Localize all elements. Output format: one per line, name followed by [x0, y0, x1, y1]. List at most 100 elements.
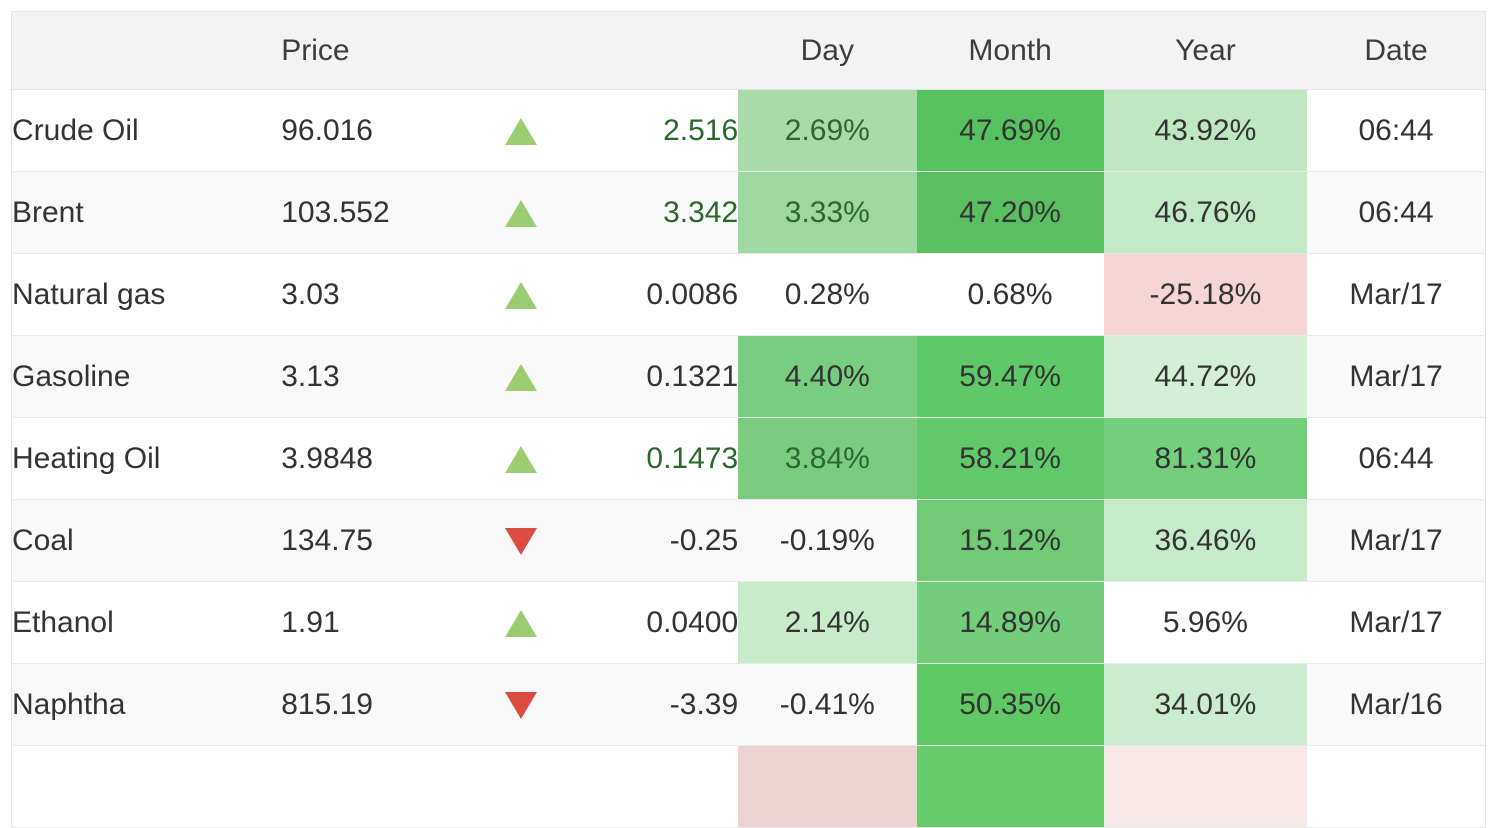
change-cell: 3.342	[570, 171, 739, 254]
arrow-cell	[471, 335, 571, 418]
col-header-change	[570, 11, 739, 90]
arrow-cell	[471, 89, 571, 172]
change-cell: 0.0400	[570, 581, 739, 664]
change-cell	[570, 745, 739, 828]
commodity-name-cell[interactable]: Gasoline	[11, 335, 282, 418]
day-change-cell: 2.69%	[738, 89, 917, 172]
day-change-cell: 3.84%	[738, 417, 917, 500]
table-row[interactable]: Ethanol 1.91 0.0400 2.14% 14.89% 5.96% M…	[11, 581, 1487, 664]
day-change-cell: -0.41%	[738, 663, 917, 746]
arrow-cell	[471, 581, 571, 664]
col-header-name	[11, 11, 282, 90]
table-header: Price Day Month Year Date	[11, 11, 1487, 90]
direction-arrow-icon	[504, 610, 537, 638]
change-cell: 2.516	[570, 89, 739, 172]
price-cell: 815.19	[281, 663, 472, 746]
table-row[interactable]: Coal 134.75 -0.25 -0.19% 15.12% 36.46% M…	[11, 499, 1487, 582]
date-cell: Mar/17	[1307, 499, 1487, 582]
direction-arrow-icon	[504, 692, 537, 720]
date-cell: 06:44	[1307, 417, 1487, 500]
change-cell: 0.1321	[570, 335, 739, 418]
commodities-table: Price Day Month Year Date Crude Oil 96.0…	[11, 11, 1487, 828]
year-change-cell: 43.92%	[1103, 89, 1308, 172]
commodity-name-cell[interactable]	[11, 745, 282, 828]
change-cell: -3.39	[570, 663, 739, 746]
table-row[interactable]	[11, 745, 1487, 828]
arrow-cell	[471, 171, 571, 254]
commodity-name-cell[interactable]: Crude Oil	[11, 89, 282, 172]
col-header-day: Day	[738, 11, 917, 90]
day-change-cell	[738, 745, 917, 828]
year-change-cell	[1103, 745, 1308, 828]
direction-arrow-icon	[504, 282, 537, 310]
commodity-name-cell[interactable]: Brent	[11, 171, 282, 254]
col-header-year: Year	[1103, 11, 1308, 90]
price-cell: 3.03	[281, 253, 472, 336]
year-change-cell: 81.31%	[1103, 417, 1308, 500]
col-header-price: Price	[281, 11, 472, 90]
change-cell: -0.25	[570, 499, 739, 582]
arrow-cell	[471, 745, 571, 828]
day-change-cell: 4.40%	[738, 335, 917, 418]
year-change-cell: 36.46%	[1103, 499, 1308, 582]
direction-arrow-icon	[504, 118, 537, 146]
arrow-cell	[471, 417, 571, 500]
day-change-cell: 0.28%	[738, 253, 917, 336]
year-change-cell: 34.01%	[1103, 663, 1308, 746]
direction-arrow-icon	[504, 528, 537, 556]
commodities-tbody: Crude Oil 96.016 2.516 2.69% 47.69% 43.9…	[11, 89, 1487, 828]
table-row[interactable]: Natural gas 3.03 0.0086 0.28% 0.68% -25.…	[11, 253, 1487, 336]
direction-arrow-icon	[504, 200, 537, 228]
commodity-name-cell[interactable]: Coal	[11, 499, 282, 582]
table-row[interactable]: Heating Oil 3.9848 0.1473 3.84% 58.21% 8…	[11, 417, 1487, 500]
table-row[interactable]: Brent 103.552 3.342 3.33% 47.20% 46.76% …	[11, 171, 1487, 254]
header-row: Price Day Month Year Date	[11, 11, 1487, 90]
date-cell: Mar/17	[1307, 253, 1487, 336]
day-change-cell: 2.14%	[738, 581, 917, 664]
commodity-name-cell[interactable]: Natural gas	[11, 253, 282, 336]
col-header-arrow	[471, 11, 571, 90]
change-cell: 0.1473	[570, 417, 739, 500]
year-change-cell: 46.76%	[1103, 171, 1308, 254]
arrow-cell	[471, 499, 571, 582]
commodities-table-container: Price Day Month Year Date Crude Oil 96.0…	[11, 11, 1487, 828]
price-cell: 1.91	[281, 581, 472, 664]
commodity-name-cell[interactable]: Ethanol	[11, 581, 282, 664]
direction-arrow-icon	[504, 446, 537, 474]
date-cell	[1307, 745, 1487, 828]
price-cell	[281, 745, 472, 828]
commodity-name-cell[interactable]: Heating Oil	[11, 417, 282, 500]
col-header-date: Date	[1307, 11, 1487, 90]
month-change-cell: 0.68%	[916, 253, 1104, 336]
price-cell: 96.016	[281, 89, 472, 172]
price-cell: 103.552	[281, 171, 472, 254]
price-cell: 3.13	[281, 335, 472, 418]
col-header-month: Month	[916, 11, 1104, 90]
month-change-cell: 59.47%	[916, 335, 1104, 418]
table-row[interactable]: Naphtha 815.19 -3.39 -0.41% 50.35% 34.01…	[11, 663, 1487, 746]
month-change-cell: 47.20%	[916, 171, 1104, 254]
month-change-cell: 15.12%	[916, 499, 1104, 582]
direction-arrow-icon	[504, 364, 537, 392]
arrow-cell	[471, 663, 571, 746]
day-change-cell: 3.33%	[738, 171, 917, 254]
change-cell: 0.0086	[570, 253, 739, 336]
month-change-cell: 50.35%	[916, 663, 1104, 746]
price-cell: 134.75	[281, 499, 472, 582]
arrow-cell	[471, 253, 571, 336]
table-row[interactable]: Crude Oil 96.016 2.516 2.69% 47.69% 43.9…	[11, 89, 1487, 172]
date-cell: 06:44	[1307, 171, 1487, 254]
day-change-cell: -0.19%	[738, 499, 917, 582]
date-cell: Mar/17	[1307, 335, 1487, 418]
date-cell: Mar/16	[1307, 663, 1487, 746]
commodity-name-cell[interactable]: Naphtha	[11, 663, 282, 746]
price-cell: 3.9848	[281, 417, 472, 500]
month-change-cell: 14.89%	[916, 581, 1104, 664]
year-change-cell: 5.96%	[1103, 581, 1308, 664]
year-change-cell: 44.72%	[1103, 335, 1308, 418]
month-change-cell	[916, 745, 1104, 828]
date-cell: 06:44	[1307, 89, 1487, 172]
table-row[interactable]: Gasoline 3.13 0.1321 4.40% 59.47% 44.72%…	[11, 335, 1487, 418]
month-change-cell: 58.21%	[916, 417, 1104, 500]
year-change-cell: -25.18%	[1103, 253, 1308, 336]
